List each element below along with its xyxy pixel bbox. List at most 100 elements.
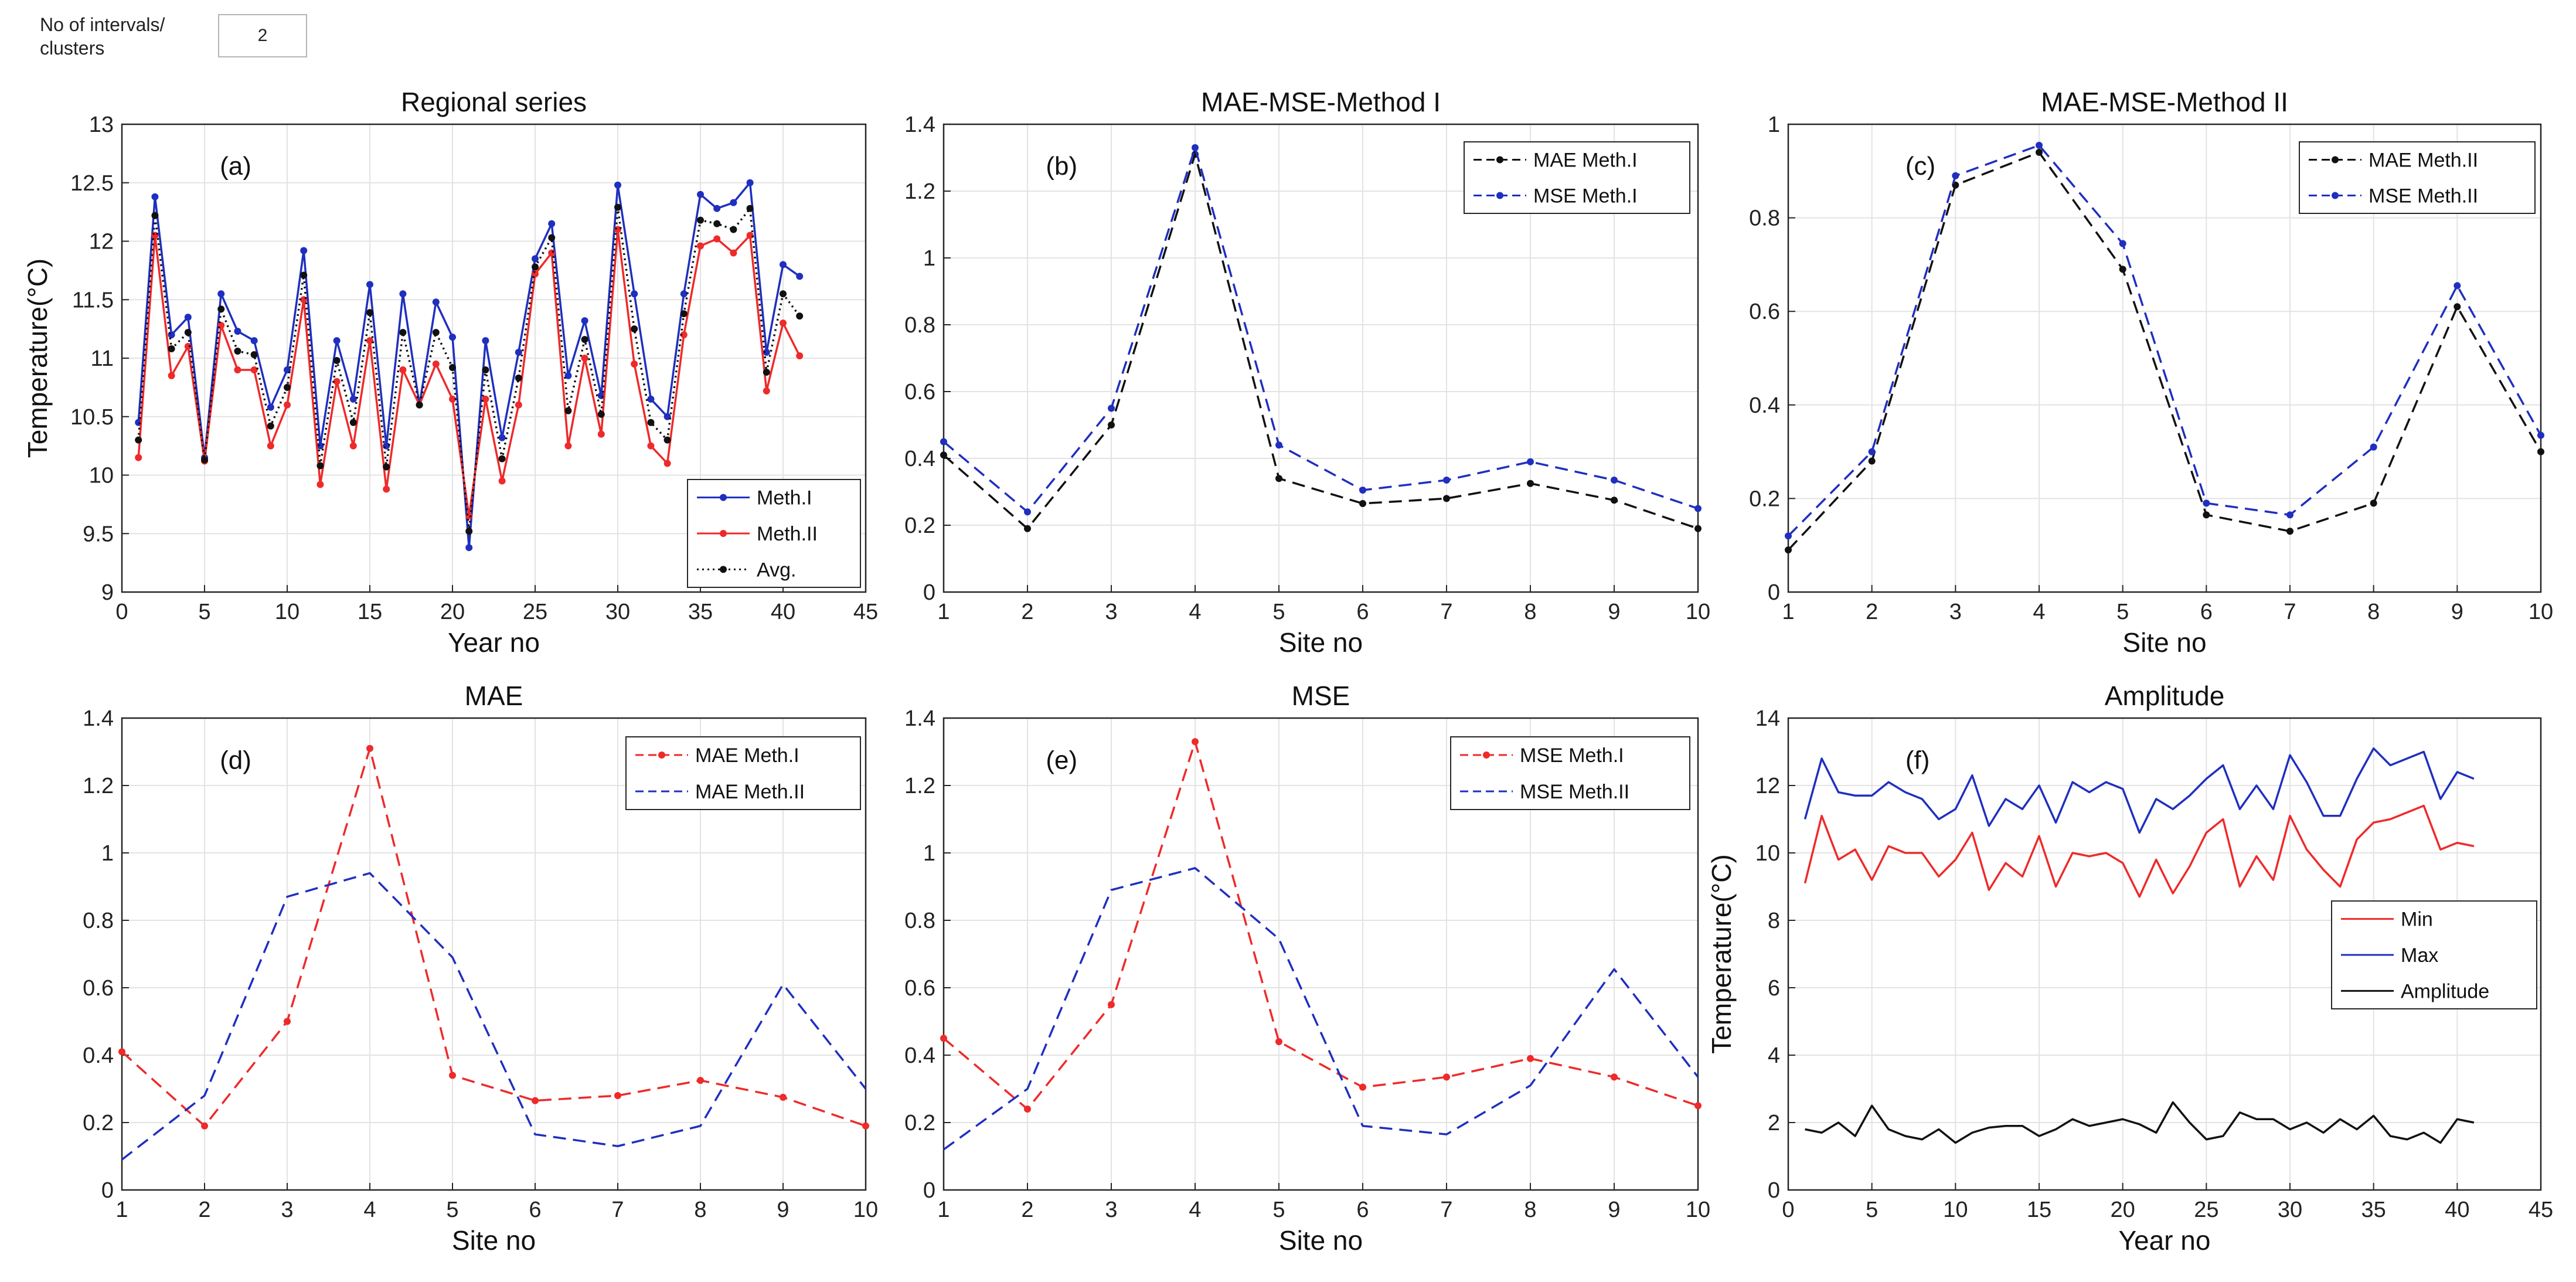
series-line-mae-meth-ii bbox=[121, 872, 867, 1161]
y-tick-label: 0.8 bbox=[1749, 206, 1780, 231]
x-tick-label: 1 bbox=[937, 1198, 950, 1222]
y-tick-label: 0.6 bbox=[83, 976, 114, 1001]
x-tick-label: 35 bbox=[688, 600, 713, 624]
legend-marker bbox=[1496, 156, 1503, 164]
data-point bbox=[1275, 475, 1282, 482]
data-point bbox=[663, 413, 671, 420]
x-tick-label: 5 bbox=[1272, 600, 1285, 624]
intervals-input[interactable] bbox=[218, 14, 307, 57]
data-point bbox=[217, 290, 225, 298]
data-point bbox=[366, 309, 373, 317]
y-tick-label: 4 bbox=[1768, 1043, 1780, 1068]
series-line-mae-meth-i bbox=[121, 747, 866, 1127]
x-tick-label: 9 bbox=[1608, 600, 1620, 624]
data-point bbox=[267, 442, 274, 450]
data-point bbox=[2286, 511, 2293, 519]
data-point bbox=[2203, 511, 2210, 519]
y-tick-label: 13 bbox=[89, 113, 114, 137]
data-point bbox=[581, 317, 588, 325]
legend-label: MAE Meth.I bbox=[695, 744, 799, 767]
data-point bbox=[713, 220, 721, 227]
data-point bbox=[796, 273, 804, 280]
y-tick-label: 14 bbox=[1755, 706, 1780, 731]
y-tick-label: 0.2 bbox=[1749, 487, 1780, 511]
chart-panel-e: 1 2 3 4 5 6 7 8 9 10 0 0.2 0.4 0.6 0.8 1 1.2 1.4 MSE Site n… bbox=[904, 681, 1710, 1256]
x-tick-label: 1 bbox=[937, 600, 950, 624]
data-point bbox=[763, 349, 770, 356]
panel-label-a: (a) bbox=[220, 152, 251, 181]
data-point bbox=[135, 436, 142, 444]
data-point bbox=[349, 442, 357, 450]
data-point bbox=[1611, 1073, 1618, 1081]
y-tick-label: 1 bbox=[923, 246, 935, 271]
data-point bbox=[184, 329, 192, 336]
y-tick-label: 6 bbox=[1768, 976, 1780, 1001]
y-tick-label: 9 bbox=[101, 580, 114, 605]
panel-label-b: (b) bbox=[1046, 152, 1077, 181]
y-axis-label-f: Temperature(°C) bbox=[1706, 854, 1737, 1054]
data-point bbox=[1024, 1106, 1031, 1113]
data-point bbox=[383, 485, 390, 493]
y-tick-label: 10 bbox=[1755, 841, 1780, 866]
data-point bbox=[234, 366, 241, 373]
data-point bbox=[1443, 495, 1450, 502]
data-point bbox=[317, 462, 324, 470]
y-tick-label: 0.6 bbox=[1749, 300, 1780, 324]
data-point bbox=[201, 1122, 208, 1130]
chart-title-c: MAE-MSE-Method II bbox=[2041, 87, 2288, 117]
data-point bbox=[1611, 497, 1618, 504]
data-point bbox=[1527, 458, 1534, 465]
legend-marker bbox=[658, 751, 665, 759]
data-point bbox=[449, 395, 456, 403]
data-point bbox=[2370, 499, 2377, 507]
data-point bbox=[1359, 1083, 1366, 1091]
data-point bbox=[366, 281, 373, 288]
intervals-label: No of intervals/ clusters bbox=[40, 14, 165, 59]
y-axis-label-a: Temperature(°C) bbox=[22, 259, 53, 458]
x-tick-label: 25 bbox=[2194, 1198, 2218, 1222]
data-point bbox=[168, 331, 175, 339]
x-tick-label: 1 bbox=[115, 1198, 128, 1222]
x-tick-label: 5 bbox=[446, 1198, 458, 1222]
y-tick-label: 1.4 bbox=[904, 706, 935, 731]
data-point bbox=[746, 179, 754, 186]
y-tick-label: 9.5 bbox=[83, 522, 114, 546]
chart-title-e: MSE bbox=[1292, 681, 1350, 711]
data-point bbox=[548, 234, 556, 242]
data-point bbox=[465, 544, 473, 552]
legend-box bbox=[1450, 736, 1690, 810]
data-point bbox=[730, 226, 737, 233]
data-point bbox=[515, 401, 522, 409]
y-tick-label: 0.8 bbox=[904, 313, 935, 338]
data-point bbox=[234, 328, 241, 335]
x-tick-label: 6 bbox=[529, 1198, 541, 1222]
data-point bbox=[482, 395, 489, 403]
x-tick-label: 30 bbox=[605, 600, 630, 624]
data-point bbox=[2537, 431, 2544, 439]
y-tick-label: 0.8 bbox=[904, 909, 935, 933]
y-tick-label: 1.4 bbox=[83, 706, 114, 731]
data-point bbox=[366, 744, 373, 752]
data-point bbox=[118, 1048, 125, 1056]
data-point bbox=[135, 454, 142, 461]
data-point bbox=[780, 261, 787, 268]
data-point bbox=[250, 351, 258, 359]
legend-label: MAE Meth.II bbox=[2369, 149, 2478, 172]
y-tick-label: 1 bbox=[923, 841, 935, 866]
data-point bbox=[1108, 404, 1115, 412]
data-point bbox=[730, 249, 737, 257]
data-point bbox=[746, 205, 754, 212]
data-point bbox=[597, 410, 605, 418]
data-point bbox=[416, 401, 423, 409]
y-tick-label: 0.2 bbox=[904, 1111, 935, 1135]
x-tick-label: 3 bbox=[1949, 600, 1962, 624]
data-point bbox=[2286, 528, 2293, 535]
legend-label: MAE Meth.II bbox=[695, 781, 805, 803]
data-point bbox=[680, 310, 688, 318]
y-tick-label: 2 bbox=[1768, 1111, 1780, 1135]
data-point bbox=[1359, 499, 1366, 507]
data-point bbox=[631, 290, 638, 298]
axes-box-f bbox=[1787, 717, 2542, 1191]
series-line-mse-meth-ii bbox=[942, 867, 1699, 1151]
data-point bbox=[333, 337, 341, 345]
